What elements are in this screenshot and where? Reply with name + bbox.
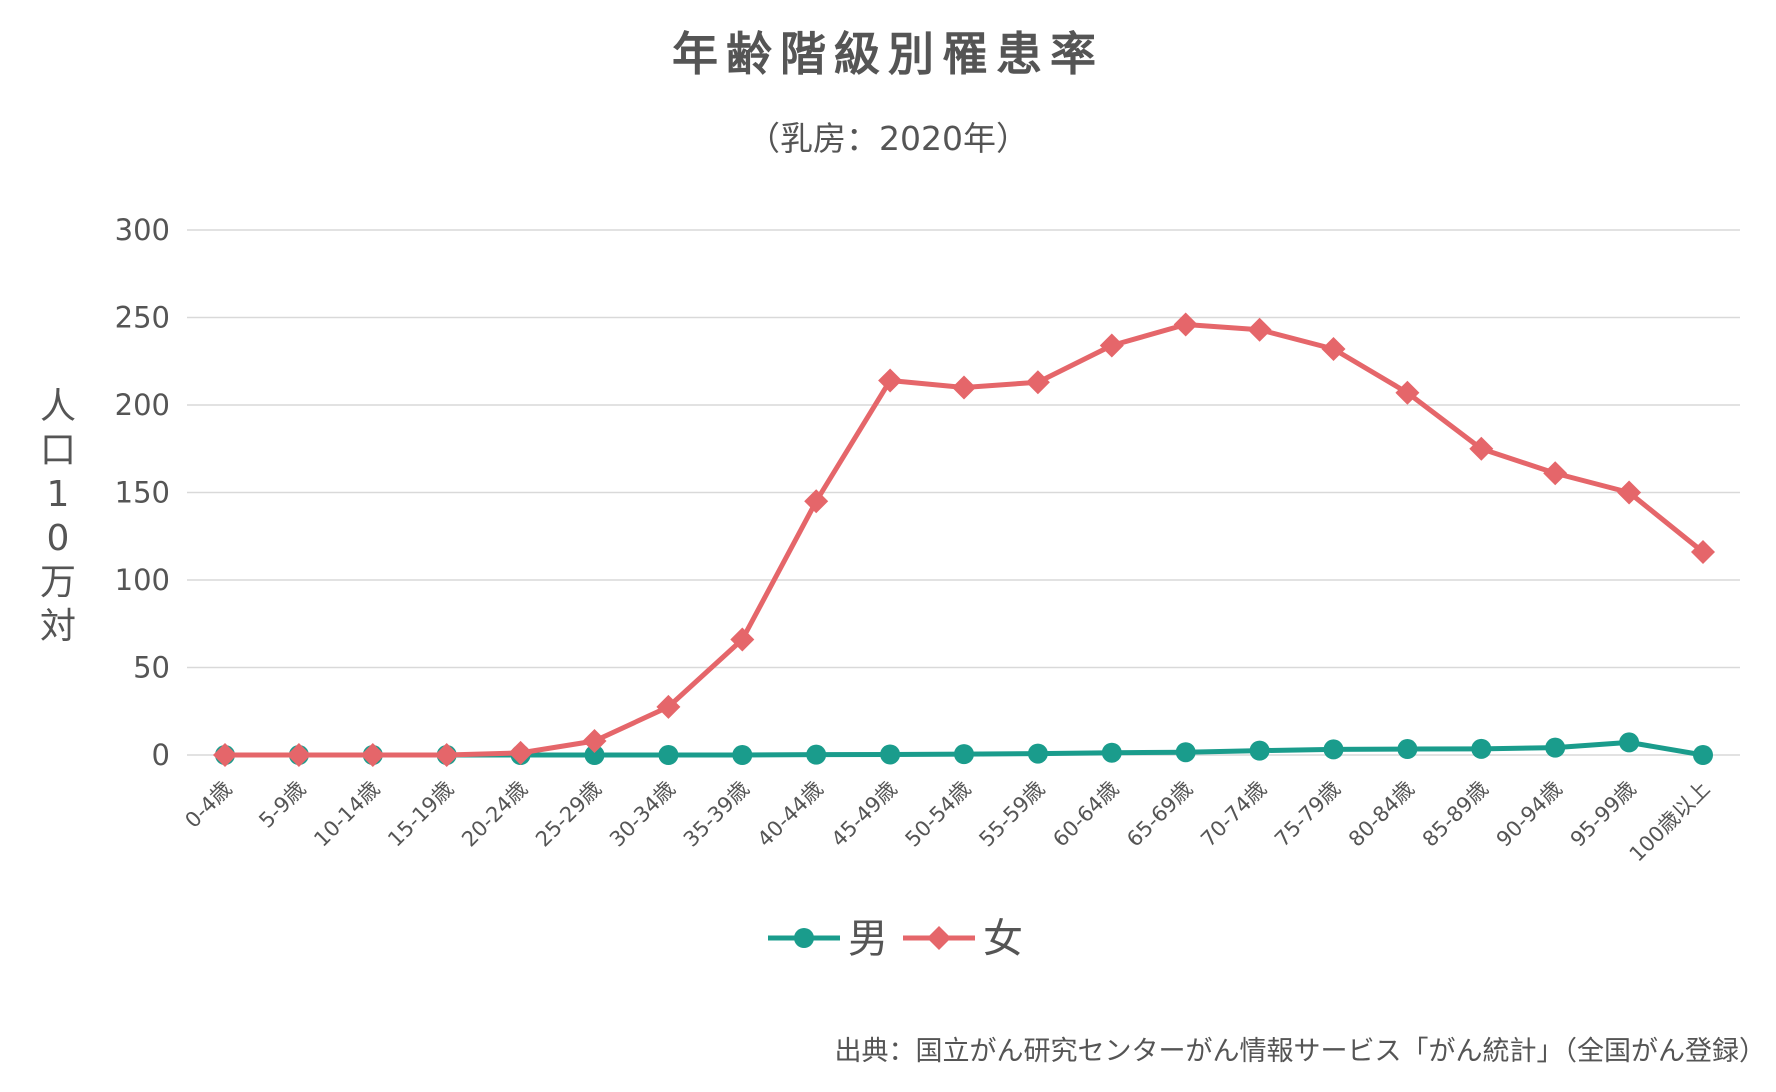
y-axis-label: 人口 1 0 万対 <box>40 386 76 647</box>
data-point <box>730 627 755 652</box>
x-tick-label: 70-74歳 <box>1196 777 1271 852</box>
x-tick-label: 10-14歳 <box>309 777 384 852</box>
data-point <box>658 745 679 765</box>
legend: 男女 <box>768 916 1023 962</box>
data-point <box>213 743 237 767</box>
data-point <box>508 740 533 765</box>
y-tick-label: 200 <box>115 388 170 422</box>
legend-item: 女 <box>903 916 1023 962</box>
legend-item: 男 <box>768 916 888 962</box>
legend-marker <box>794 928 814 948</box>
x-tick-label: 80-84歳 <box>1344 777 1419 852</box>
x-tick-label: 95-99歳 <box>1566 777 1641 852</box>
legend-marker <box>927 926 951 950</box>
series-0 <box>215 732 1713 765</box>
data-point <box>1469 436 1494 461</box>
chart-title: 年齢階級別罹患率 <box>672 27 1104 81</box>
x-tick-label: 40-44歳 <box>753 777 828 852</box>
x-tick-label: 35-39歳 <box>679 777 754 852</box>
x-tick-label: 60-64歳 <box>1048 777 1123 852</box>
data-point <box>360 743 385 767</box>
y-tick-label: 100 <box>115 563 170 597</box>
data-point <box>878 368 903 393</box>
series <box>213 312 1715 767</box>
data-point <box>880 744 901 765</box>
legend-label: 男 <box>848 916 888 962</box>
y-tick-label: 250 <box>115 301 170 335</box>
chart-subtitle: （乳房：2020年） <box>747 119 1029 158</box>
data-point <box>954 744 974 765</box>
data-point <box>1099 333 1124 358</box>
x-tick-label: 65-69歳 <box>1122 777 1197 852</box>
x-tick-label: 100歳以上 <box>1625 777 1715 867</box>
y-tick-label: 150 <box>115 476 170 510</box>
data-point <box>1173 312 1198 337</box>
data-point <box>1691 540 1715 564</box>
x-tick-label: 25-29歳 <box>531 777 606 852</box>
data-point <box>1471 738 1492 759</box>
data-point <box>434 743 459 767</box>
data-point <box>1395 380 1420 405</box>
data-point <box>952 375 976 400</box>
data-point <box>806 744 827 765</box>
legend-label: 女 <box>983 916 1023 962</box>
series-1 <box>213 312 1715 767</box>
data-point <box>1397 739 1418 760</box>
x-tick-label: 85-89歳 <box>1418 777 1493 852</box>
data-point <box>656 694 681 719</box>
x-tick-label: 20-24歳 <box>457 777 532 852</box>
data-point <box>1025 370 1050 395</box>
data-point <box>804 489 829 514</box>
data-point <box>286 743 311 767</box>
y-tick-label: 300 <box>115 213 170 247</box>
x-tick-label: 15-19歳 <box>383 777 458 852</box>
source-note: 出典：国立がん研究センターがん情報サービス「がん統計」（全国がん登録） <box>835 1036 1767 1067</box>
data-point <box>732 745 753 765</box>
x-tick-label: 90-94歳 <box>1492 777 1567 852</box>
data-point <box>1249 740 1270 761</box>
data-point <box>1545 737 1566 758</box>
x-tick-label: 0-4歳 <box>180 777 236 833</box>
data-point <box>584 745 605 765</box>
data-point <box>1543 461 1568 486</box>
data-point <box>1175 742 1196 763</box>
x-tick-label: 75-79歳 <box>1270 777 1345 852</box>
x-tick-label: 45-49歳 <box>827 777 902 852</box>
x-tick-label: 5-9歳 <box>254 777 310 833</box>
x-axis-ticks: 0-4歳 5-9歳10-14歳15-19歳20-24歳25-29歳30-34歳35… <box>180 777 1714 867</box>
data-point <box>1619 732 1640 753</box>
data-point <box>1693 745 1713 765</box>
data-point <box>1617 480 1642 505</box>
data-point <box>1027 743 1048 764</box>
y-tick-label: 0 <box>152 738 170 772</box>
data-point <box>1321 337 1346 361</box>
x-tick-label: 50-54歳 <box>901 777 976 852</box>
data-point <box>1247 317 1272 342</box>
data-point <box>1323 739 1344 760</box>
y-axis-ticks: 0 50 100 150 200 250 300 <box>115 213 170 772</box>
x-tick-label: 30-34歳 <box>605 777 680 852</box>
y-axis-title: 人口 1 0 万対 <box>40 386 76 647</box>
gridlines <box>187 229 1740 756</box>
x-tick-label: 55-59歳 <box>974 777 1049 852</box>
data-point <box>582 729 607 753</box>
data-point <box>1101 742 1122 763</box>
y-tick-label: 50 <box>133 651 170 685</box>
